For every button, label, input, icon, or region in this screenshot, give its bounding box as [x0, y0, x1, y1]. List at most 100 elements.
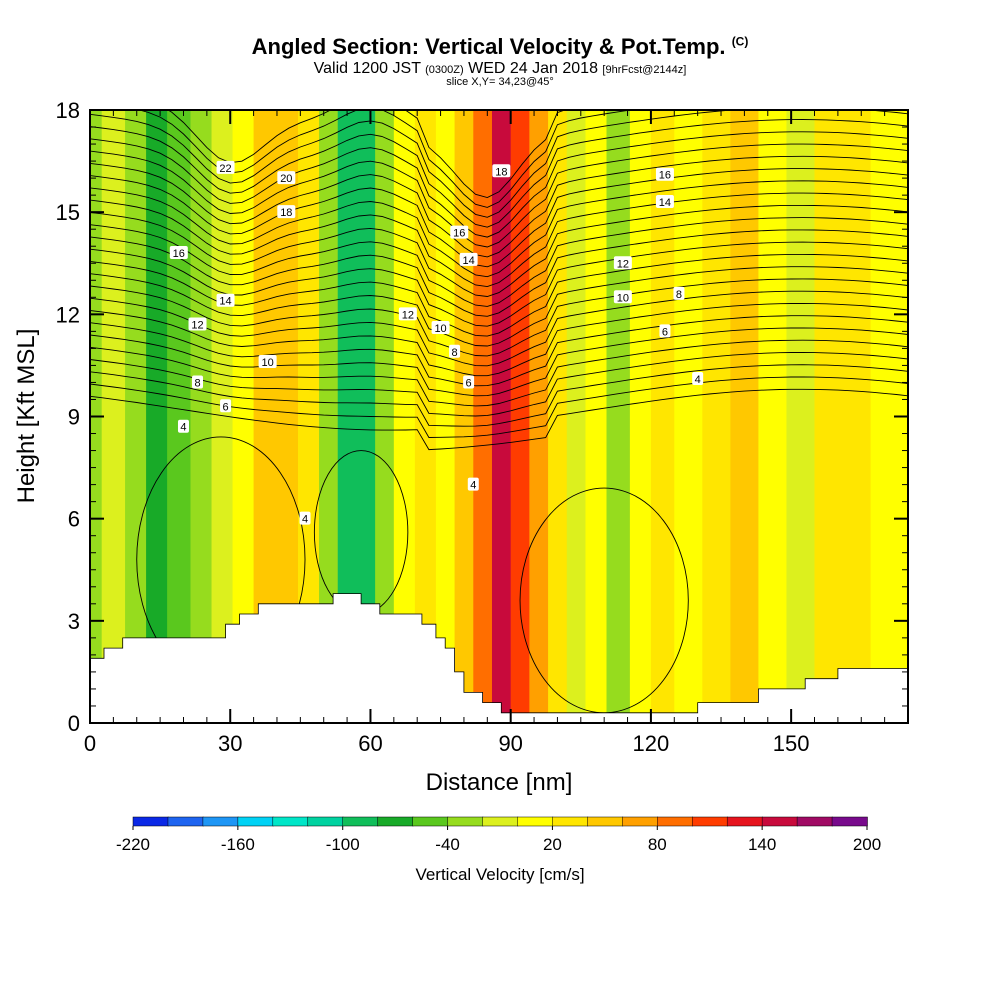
svg-text:12: 12 — [402, 309, 414, 321]
svg-text:12: 12 — [617, 258, 629, 270]
velocity-cell — [730, 110, 760, 723]
velocity-cell — [674, 110, 704, 723]
velocity-cell — [629, 110, 652, 723]
contour-label: 4 — [692, 372, 704, 386]
theta-contour-line — [90, 290, 908, 367]
svg-text:22: 22 — [219, 163, 231, 175]
colorbar-tick-label: 140 — [748, 835, 776, 854]
contour-label: 8 — [192, 375, 204, 389]
x-tick-label: 60 — [358, 731, 382, 756]
x-tick-label: 120 — [633, 731, 670, 756]
svg-text:16: 16 — [173, 248, 185, 260]
colorbar-swatch — [517, 816, 554, 827]
svg-text:10: 10 — [617, 292, 629, 304]
y-axis-label: Height [Kft MSL] — [13, 329, 40, 504]
theta-contour-line — [90, 192, 908, 288]
contour-label: 10 — [613, 290, 632, 304]
theta-contour-line — [90, 155, 908, 258]
colorbar-swatch — [657, 816, 693, 827]
colorbar-swatch — [237, 816, 274, 827]
contour-label: 18 — [277, 205, 296, 219]
theta-contour-line — [90, 302, 908, 377]
terrain-mask — [89, 593, 909, 724]
chart-subtitle: Valid 1200 JST (0300Z) WED 24 Jan 2018 [… — [0, 60, 1000, 78]
theta-contour-line — [90, 217, 908, 307]
theta-contour-line — [90, 327, 908, 397]
x-tick-label: 150 — [773, 731, 810, 756]
colorbar-tick-label: 20 — [543, 835, 562, 854]
contour-label: 12 — [188, 317, 207, 332]
svg-text:4: 4 — [470, 480, 476, 492]
velocity-cell — [298, 110, 320, 723]
colorbar-swatch — [796, 816, 833, 827]
contour-label: 18 — [492, 164, 511, 178]
y-tick-label: 3 — [68, 609, 80, 634]
colorbar-tick-label: -220 — [116, 835, 150, 854]
contour-label: 12 — [613, 256, 632, 270]
colorbar: -220 -160 -100 -40 20 80 140 200 — [116, 816, 881, 854]
svg-text:16: 16 — [659, 170, 671, 182]
colorbar-swatch — [377, 816, 414, 827]
contour-label: 16 — [450, 225, 469, 240]
velocity-cell — [454, 110, 475, 723]
velocity-cell — [167, 110, 192, 723]
velocity-cell — [125, 110, 147, 723]
colorbar-swatch — [622, 816, 659, 827]
valid-time: Valid 1200 JST — [313, 60, 421, 77]
svg-text:6: 6 — [466, 377, 472, 389]
theta-contour-line — [90, 266, 908, 347]
contour-label: 14 — [216, 293, 235, 308]
chart-title-text: Angled Section: Vertical Velocity & Pot.… — [251, 34, 726, 59]
velocity-cell — [435, 110, 456, 723]
x-axis-label: Distance [nm] — [426, 769, 573, 796]
contour-label: 16 — [169, 246, 188, 260]
x-tick-label: 90 — [498, 731, 522, 756]
colorbar-swatch — [412, 816, 449, 827]
contour-label: 6 — [220, 399, 232, 413]
velocity-cell — [319, 110, 339, 723]
theta-contour-line — [90, 339, 908, 407]
velocity-cell — [190, 110, 213, 723]
velocity-cell — [702, 110, 732, 723]
colorbar-label: Vertical Velocity [cm/s] — [415, 865, 584, 884]
theta-contour-line — [90, 315, 908, 387]
colorbar-swatch — [831, 816, 868, 827]
theta-contour-line — [90, 180, 908, 278]
valid-date: WED 24 Jan 2018 — [468, 60, 598, 77]
colorbar-swatch — [552, 816, 589, 827]
svg-text:4: 4 — [695, 374, 701, 386]
svg-text:14: 14 — [462, 255, 474, 267]
colorbar-swatch — [482, 816, 519, 827]
y-tick-label: 0 — [68, 711, 80, 736]
forecast-info: [9hrFcst@2144z] — [602, 64, 687, 76]
contour-label: 8 — [449, 344, 461, 359]
svg-text:14: 14 — [219, 296, 231, 308]
contour-label: 14 — [459, 252, 478, 267]
title-unit: (C) — [731, 34, 749, 49]
velocity-cell — [650, 110, 676, 723]
contour-label: 10 — [431, 320, 450, 335]
svg-text:12: 12 — [191, 320, 203, 332]
velocity-cell — [473, 110, 493, 723]
svg-text:8: 8 — [452, 347, 458, 359]
colorbar-swatch — [307, 816, 344, 827]
velocity-cell — [606, 110, 631, 723]
velocity-cell — [758, 110, 788, 723]
svg-text:6: 6 — [662, 326, 668, 338]
contour-label: 8 — [673, 286, 685, 301]
theta-contour-line — [90, 204, 908, 297]
contour-label: 10 — [258, 355, 277, 369]
colorbar-tick-label: 80 — [648, 835, 667, 854]
axis-ticks: 0 30 60 90 120 150 0 3 6 9 12 15 18 — [56, 98, 909, 756]
colorbar-swatch — [272, 816, 309, 827]
colorbar-swatch — [691, 816, 728, 827]
velocity-cell — [510, 110, 531, 723]
colorbar-swatch — [761, 816, 798, 827]
contour-label: 6 — [659, 324, 671, 338]
svg-text:4: 4 — [302, 514, 308, 526]
velocity-cell — [414, 110, 437, 723]
y-tick-label: 12 — [56, 302, 80, 327]
colorbar-swatch — [167, 816, 204, 827]
chart-title: Angled Section: Vertical Velocity & Pot.… — [0, 34, 1000, 60]
